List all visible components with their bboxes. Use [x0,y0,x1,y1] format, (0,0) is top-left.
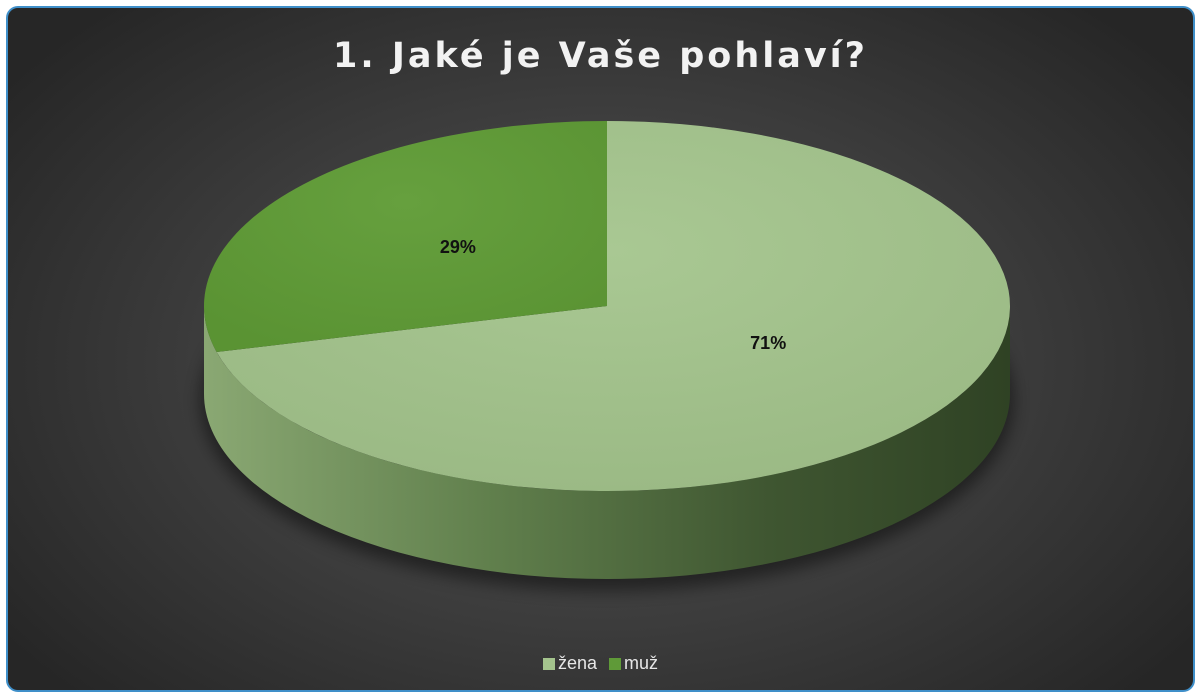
pie-slice-zena [216,121,1011,492]
pie-slice-muz [203,121,607,353]
legend-swatch-muz [609,657,622,670]
legend-item-zena[interactable]: žena [542,653,598,674]
legend-swatch-zena [542,657,555,670]
data-label-muz: 29% [440,237,476,257]
legend-label-muz: muž [624,653,659,673]
pie-side-wall [204,306,1010,579]
legend-label-zena: žena [557,653,598,673]
chart-title: 1. Jaké je Vaše pohlaví? [333,36,868,76]
pie-chart: 71% 29% [200,121,1014,591]
chart-frame: 1. Jaké je Vaše pohlaví? 71% 29% [6,6,1195,692]
legend-item-muz[interactable]: muž [609,653,658,674]
legend: žena muž [8,653,1193,674]
data-label-zena: 71% [750,333,786,353]
